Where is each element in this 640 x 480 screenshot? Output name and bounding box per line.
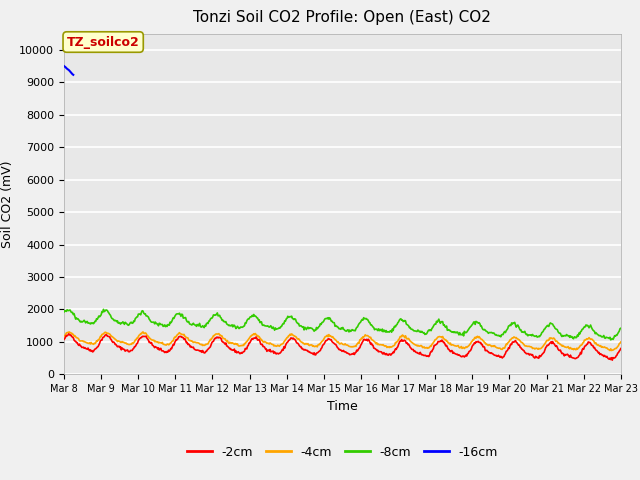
Y-axis label: Soil CO2 (mV): Soil CO2 (mV) [1, 160, 13, 248]
Title: Tonzi Soil CO2 Profile: Open (East) CO2: Tonzi Soil CO2 Profile: Open (East) CO2 [193, 11, 492, 25]
Legend: -2cm, -4cm, -8cm, -16cm: -2cm, -4cm, -8cm, -16cm [182, 441, 503, 464]
X-axis label: Time: Time [327, 400, 358, 413]
Text: TZ_soilco2: TZ_soilco2 [67, 36, 140, 48]
